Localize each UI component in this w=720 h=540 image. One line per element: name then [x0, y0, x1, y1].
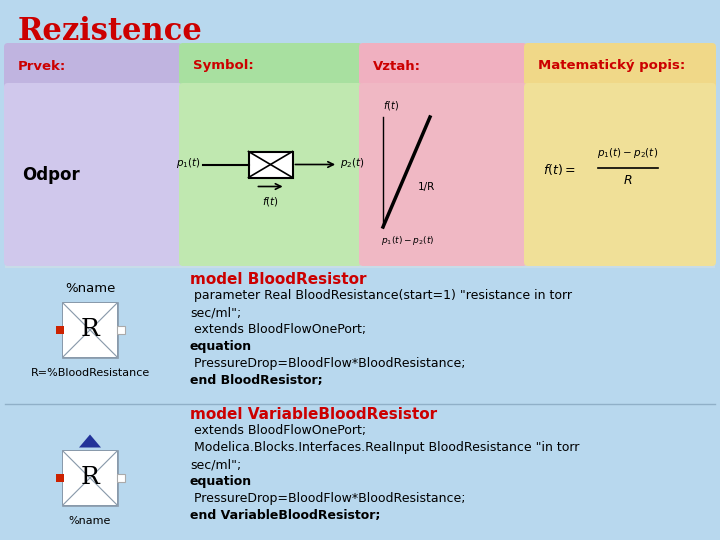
Text: %name: %name [65, 282, 115, 295]
Text: Matematický popis:: Matematický popis: [538, 59, 685, 72]
Bar [0, 268, 720, 540]
Text: extends BloodFlowOnePort;: extends BloodFlowOnePort; [190, 323, 366, 336]
FancyBboxPatch shape [179, 43, 362, 89]
Text: extends BloodFlowOnePort;: extends BloodFlowOnePort; [190, 424, 366, 437]
Text: equation: equation [190, 475, 252, 488]
Text: Modelica.Blocks.Interfaces.RealInput BloodResistance "in torr: Modelica.Blocks.Interfaces.RealInput Blo… [190, 441, 580, 454]
Bar [55, 326, 63, 334]
Text: 1/R: 1/R [418, 182, 436, 192]
FancyBboxPatch shape [4, 43, 182, 89]
Bar [248, 152, 292, 178]
Bar [55, 474, 63, 482]
Text: Symbol:: Symbol: [193, 59, 253, 72]
Text: end VariableBloodResistor;: end VariableBloodResistor; [190, 509, 380, 522]
Polygon shape [63, 302, 90, 357]
FancyBboxPatch shape [524, 83, 716, 266]
Bar [117, 326, 125, 334]
Text: $p_1(t) - p_2(t)$: $p_1(t) - p_2(t)$ [382, 234, 435, 247]
Text: model VariableBloodResistor: model VariableBloodResistor [190, 407, 437, 422]
Text: $f(t) =$: $f(t) =$ [543, 162, 576, 177]
Text: $p_2(t)$: $p_2(t)$ [340, 156, 365, 170]
Polygon shape [63, 450, 90, 505]
Polygon shape [63, 478, 117, 505]
Polygon shape [63, 302, 117, 330]
Text: model BloodResistor: model BloodResistor [190, 272, 366, 287]
Bar [63, 450, 117, 505]
Text: PressureDrop=BloodFlow*BloodResistance;: PressureDrop=BloodFlow*BloodResistance; [190, 357, 466, 370]
Text: equation: equation [190, 340, 252, 353]
Polygon shape [90, 302, 117, 357]
Text: $f(t)$: $f(t)$ [383, 99, 399, 112]
Bar [63, 302, 117, 357]
Text: Odpor: Odpor [22, 165, 80, 184]
Text: R=%BloodResistance: R=%BloodResistance [30, 368, 150, 377]
Text: $R$: $R$ [624, 174, 633, 187]
Polygon shape [79, 435, 101, 448]
FancyBboxPatch shape [359, 43, 527, 89]
Text: %name: %name [69, 516, 111, 525]
Text: $p_1(t)$: $p_1(t)$ [176, 156, 201, 170]
Text: PressureDrop=BloodFlow*BloodResistance;: PressureDrop=BloodFlow*BloodResistance; [190, 492, 466, 505]
Text: Prvek:: Prvek: [18, 59, 66, 72]
Bar [5, 45, 715, 270]
Text: R: R [81, 319, 99, 341]
Polygon shape [63, 330, 117, 357]
Text: parameter Real BloodResistance(start=1) "resistance in torr: parameter Real BloodResistance(start=1) … [190, 289, 572, 302]
FancyBboxPatch shape [4, 83, 182, 266]
Text: sec/ml";: sec/ml"; [190, 458, 241, 471]
FancyBboxPatch shape [524, 43, 716, 89]
Bar [117, 474, 125, 482]
Text: sec/ml";: sec/ml"; [190, 306, 241, 319]
FancyBboxPatch shape [179, 83, 362, 266]
Text: $p_1(t) - p_2(t)$: $p_1(t) - p_2(t)$ [598, 146, 659, 160]
FancyBboxPatch shape [359, 83, 527, 266]
Text: R: R [81, 467, 99, 489]
Polygon shape [90, 450, 117, 505]
Text: end BloodResistor;: end BloodResistor; [190, 374, 323, 387]
Polygon shape [63, 450, 117, 478]
Text: Rezistence: Rezistence [18, 16, 203, 47]
Text: Vztah:: Vztah: [373, 59, 421, 72]
Text: $f(t)$: $f(t)$ [262, 194, 279, 207]
